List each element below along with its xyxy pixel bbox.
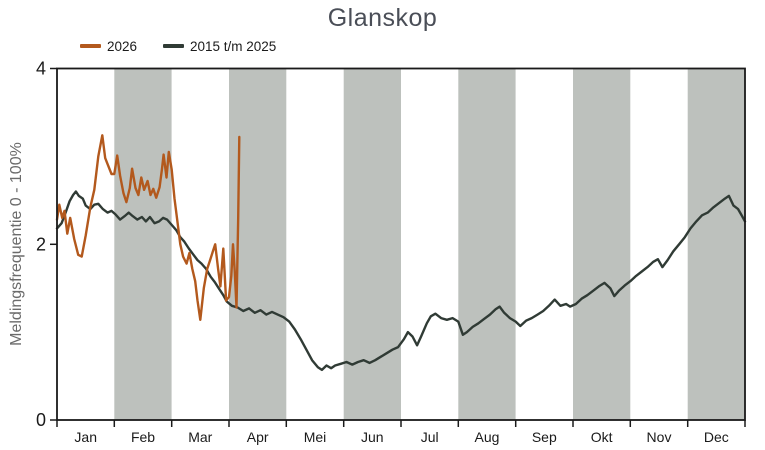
shaded-month-band xyxy=(573,68,631,420)
series-line-2015-t-m-2025 xyxy=(55,190,747,372)
x-axis-label: Nov xyxy=(647,429,672,445)
legend-swatch-2026 xyxy=(80,44,101,48)
legend-label-2015-2025: 2015 t/m 2025 xyxy=(190,38,277,54)
shaded-month-band xyxy=(687,68,745,420)
legend-item-2015-2025: 2015 t/m 2025 xyxy=(163,38,277,54)
x-axis-label: Jun xyxy=(361,429,384,445)
x-axis-label: Aug xyxy=(475,429,500,445)
x-axis-label: Mei xyxy=(304,429,327,445)
shaded-month-band xyxy=(458,68,516,420)
y-axis-label: 4 xyxy=(36,59,46,79)
x-axis-label: Okt xyxy=(591,429,613,445)
x-axis-label: Dec xyxy=(704,429,729,445)
shaded-month-band xyxy=(114,68,172,420)
x-axis-label: Apr xyxy=(247,429,269,445)
x-axis-label: Sep xyxy=(532,429,557,445)
chart-title: Glanskop xyxy=(327,4,438,32)
shaded-month-band xyxy=(343,68,401,420)
x-axis-label: Jan xyxy=(74,429,97,445)
legend-item-2026: 2026 xyxy=(80,38,138,54)
legend-swatch-2015-2025 xyxy=(163,44,184,48)
legend-label-2026: 2026 xyxy=(107,38,138,54)
series-line-2026 xyxy=(55,134,241,321)
legend: 2026 2015 t/m 2025 xyxy=(0,0,765,60)
x-axis-label: Feb xyxy=(131,429,155,445)
y-axis-label: 2 xyxy=(36,234,46,254)
x-axis-label: Mar xyxy=(188,429,212,445)
y-axis-label: 0 xyxy=(36,410,46,430)
x-axis-label: Jul xyxy=(421,429,439,445)
